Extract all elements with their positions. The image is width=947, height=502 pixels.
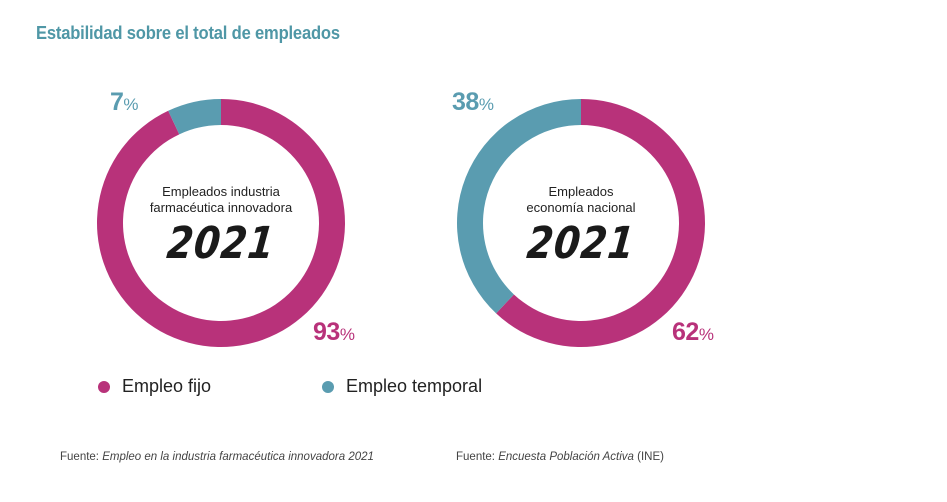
percent-sign: % [339,325,355,344]
source-prefix: Fuente: [456,451,499,463]
data-label-fijo: 62% [672,318,714,347]
donut-center-year: 2021 [524,218,638,269]
donut-center-line1: Empleados [548,184,614,199]
legend-item-temporal: Empleo temporal [322,376,482,397]
slice-empleo-temporal [457,99,581,314]
source-title: Empleo en la industria farmacéutica inno… [102,451,374,463]
donut-center-year: 2021 [164,218,278,269]
percent-sign: % [478,95,494,114]
donut-center-line1: Empleados industria [162,184,280,199]
data-label-fijo: 93% [313,318,355,347]
percent-sign: % [123,95,139,114]
legend-dot-temporal [322,380,334,393]
data-label-temporal: 38% [452,88,494,117]
donut-center-line2: farmacéutica innovadora [149,200,293,215]
donut-chart-economia: Empleados economía nacional 2021 [456,98,706,348]
donut-svg-industria [96,99,345,347]
slice-empleo-fijo [496,99,705,347]
legend-label: Empleo temporal [346,376,483,396]
donut-center-line2: economía nacional [526,200,636,215]
data-label-temporal: 7% [110,88,139,117]
percent-sign: % [698,325,714,344]
donut-svg-economia [457,99,705,347]
donut-center-label: Empleados industria farmacéutica innovad… [121,184,321,216]
data-label-value: 62 [672,318,699,346]
donut-chart-industria: Empleados industria farmacéutica innovad… [96,98,346,348]
donut-center-label: Empleados economía nacional [481,184,681,216]
data-label-value: 93 [313,318,340,346]
legend-label: Empleo fijo [122,376,212,396]
legend-dot-fijo [98,380,110,393]
data-label-value: 38 [452,88,479,116]
source-title: Encuesta Población Activa [498,451,634,463]
chart-title: Estabilidad sobre el total de empleados [36,23,340,43]
source-prefix: Fuente: [60,451,103,463]
slice-empleo-temporal [168,99,221,135]
source-note-industria: Fuente: Empleo en la industria farmacéut… [60,451,374,463]
legend-item-fijo: Empleo fijo [98,376,211,397]
source-suffix: (INE) [633,451,664,463]
data-label-value: 7 [110,88,124,116]
source-note-epa: Fuente: Encuesta Población Activa (INE) [456,451,664,463]
